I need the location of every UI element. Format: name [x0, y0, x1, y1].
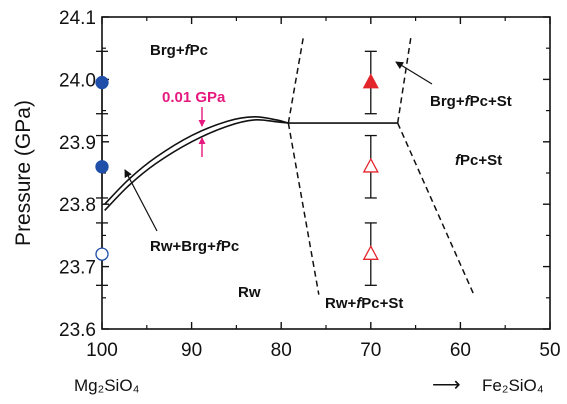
label-rw-brg-fpc-a: Rw+Brg+: [150, 238, 216, 255]
label-rw-fpc-st-b: Pc+St: [361, 295, 403, 312]
y-tick-label: 23.7: [59, 258, 96, 279]
label-fpc-st-b: Pc+St: [460, 152, 502, 169]
data-point-circle: [95, 75, 109, 90]
leader-arrow-rw-brg-fpc: [124, 169, 158, 232]
boundary-dashed: [396, 35, 412, 124]
label-brg-fpc-st-a: Brg+: [430, 93, 465, 110]
boundary-rw-brg-lower: [104, 119, 289, 211]
boundary-dashed: [287, 122, 320, 295]
x-endmember-left: Mg₂SiO₄: [74, 376, 140, 395]
y-tick-label: 23.8: [59, 195, 96, 216]
label-rw-fpc-st-a: Rw+: [325, 295, 357, 312]
x-axis-direction-arrow: ⟶: [432, 374, 461, 396]
phase-boundaries: [104, 35, 475, 295]
label-rw-brg-fpc-f: f: [216, 238, 223, 255]
label-brg-fpc-st: Brg+fPc+St: [430, 93, 512, 110]
label-rw: Rw: [238, 284, 261, 301]
y-axis-title: Pressure (GPa): [12, 100, 35, 246]
y-tick-label: 23.6: [59, 320, 96, 341]
label-brg-fpc-f: f: [185, 42, 192, 59]
leader-arrow-brg-fpc-st: [395, 61, 433, 85]
y-tick-label: 24.1: [59, 8, 96, 29]
x-tick-label: 80: [271, 340, 292, 361]
plot-frame: [101, 16, 551, 330]
boundary-rw-brg-upper: [104, 116, 289, 205]
x-endmember-right: Fe₂SiO₄: [482, 376, 544, 395]
label-brg-fpc-a: Brg+: [150, 42, 185, 59]
data-point-triangle: [362, 244, 379, 260]
x-tick-label: 50: [539, 340, 560, 361]
y-tick-label: 24.0: [59, 70, 96, 91]
data-point-triangle: [362, 157, 379, 173]
data-point-circle: [95, 247, 109, 261]
label-brg-fpc-st-f: f: [465, 93, 472, 110]
y-axis-ticks: 23.6 23.7 23.8 23.9 24.0 24.1: [59, 8, 550, 341]
label-fpc-st-f: f: [455, 152, 462, 169]
data-point-circle: [95, 160, 109, 174]
boundary-dashed: [396, 122, 475, 295]
x-tick-label: 70: [360, 340, 381, 361]
label-rw-fpc-st: Rw+fPc+St: [325, 295, 403, 312]
label-brg-fpc-b: Pc: [190, 42, 208, 59]
y-tick-label: 23.9: [59, 133, 96, 154]
x-tick-label: 100: [86, 340, 118, 361]
label-rw-brg-fpc-b: Pc: [221, 238, 239, 255]
data-point-triangle: [362, 73, 379, 89]
label-brg-fpc-st-b: Pc+St: [470, 93, 512, 110]
x-tick-label: 90: [181, 340, 202, 361]
x-axis-ticks: 100 90 80 70 60 50: [86, 17, 561, 361]
x-tick-label: 60: [450, 340, 471, 361]
label-fpc-st: fPc+St: [455, 152, 502, 169]
gap-annotation-label: 0.01 GPa: [162, 89, 226, 106]
label-rw-brg-fpc: Rw+Brg+fPc: [150, 238, 239, 255]
label-rw-fpc-st-f: f: [356, 295, 363, 312]
label-brg-fpc: Brg+fPc: [150, 42, 208, 59]
boundary-dashed: [287, 35, 305, 124]
data-points: [95, 50, 379, 286]
